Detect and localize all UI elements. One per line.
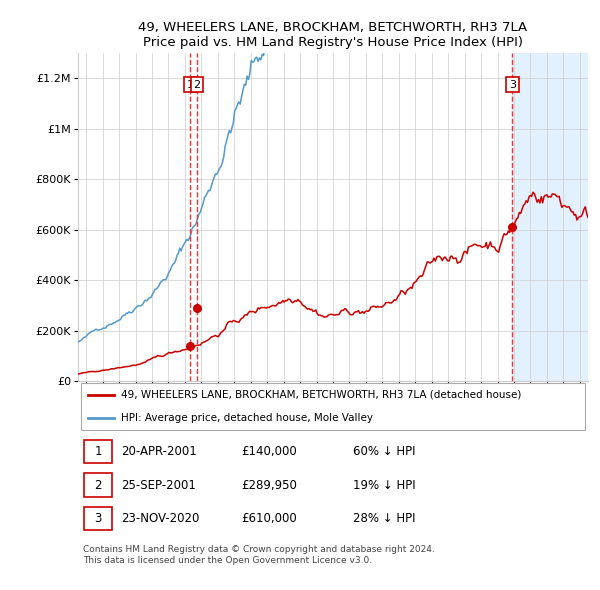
Text: 1: 1 bbox=[187, 80, 193, 90]
Text: 23-NOV-2020: 23-NOV-2020 bbox=[121, 512, 200, 525]
Text: 2: 2 bbox=[94, 478, 102, 491]
Text: £140,000: £140,000 bbox=[241, 445, 297, 458]
FancyBboxPatch shape bbox=[84, 440, 112, 463]
FancyBboxPatch shape bbox=[84, 507, 112, 530]
Text: Contains HM Land Registry data © Crown copyright and database right 2024.
This d: Contains HM Land Registry data © Crown c… bbox=[83, 545, 435, 565]
Title: 49, WHEELERS LANE, BROCKHAM, BETCHWORTH, RH3 7LA
Price paid vs. HM Land Registry: 49, WHEELERS LANE, BROCKHAM, BETCHWORTH,… bbox=[139, 21, 527, 49]
Text: 2: 2 bbox=[193, 80, 200, 90]
Text: 60% ↓ HPI: 60% ↓ HPI bbox=[353, 445, 416, 458]
Text: 28% ↓ HPI: 28% ↓ HPI bbox=[353, 512, 416, 525]
Text: HPI: Average price, detached house, Mole Valley: HPI: Average price, detached house, Mole… bbox=[121, 413, 373, 423]
Text: 3: 3 bbox=[94, 512, 102, 525]
FancyBboxPatch shape bbox=[84, 473, 112, 497]
Text: 25-SEP-2001: 25-SEP-2001 bbox=[121, 478, 196, 491]
Text: £610,000: £610,000 bbox=[241, 512, 297, 525]
Text: £289,950: £289,950 bbox=[241, 478, 297, 491]
Text: 3: 3 bbox=[509, 80, 516, 90]
Bar bbox=[512, 53, 588, 381]
Text: 19% ↓ HPI: 19% ↓ HPI bbox=[353, 478, 416, 491]
Text: 1: 1 bbox=[94, 445, 102, 458]
FancyBboxPatch shape bbox=[80, 384, 586, 430]
Text: 49, WHEELERS LANE, BROCKHAM, BETCHWORTH, RH3 7LA (detached house): 49, WHEELERS LANE, BROCKHAM, BETCHWORTH,… bbox=[121, 390, 522, 400]
Text: 20-APR-2001: 20-APR-2001 bbox=[121, 445, 197, 458]
